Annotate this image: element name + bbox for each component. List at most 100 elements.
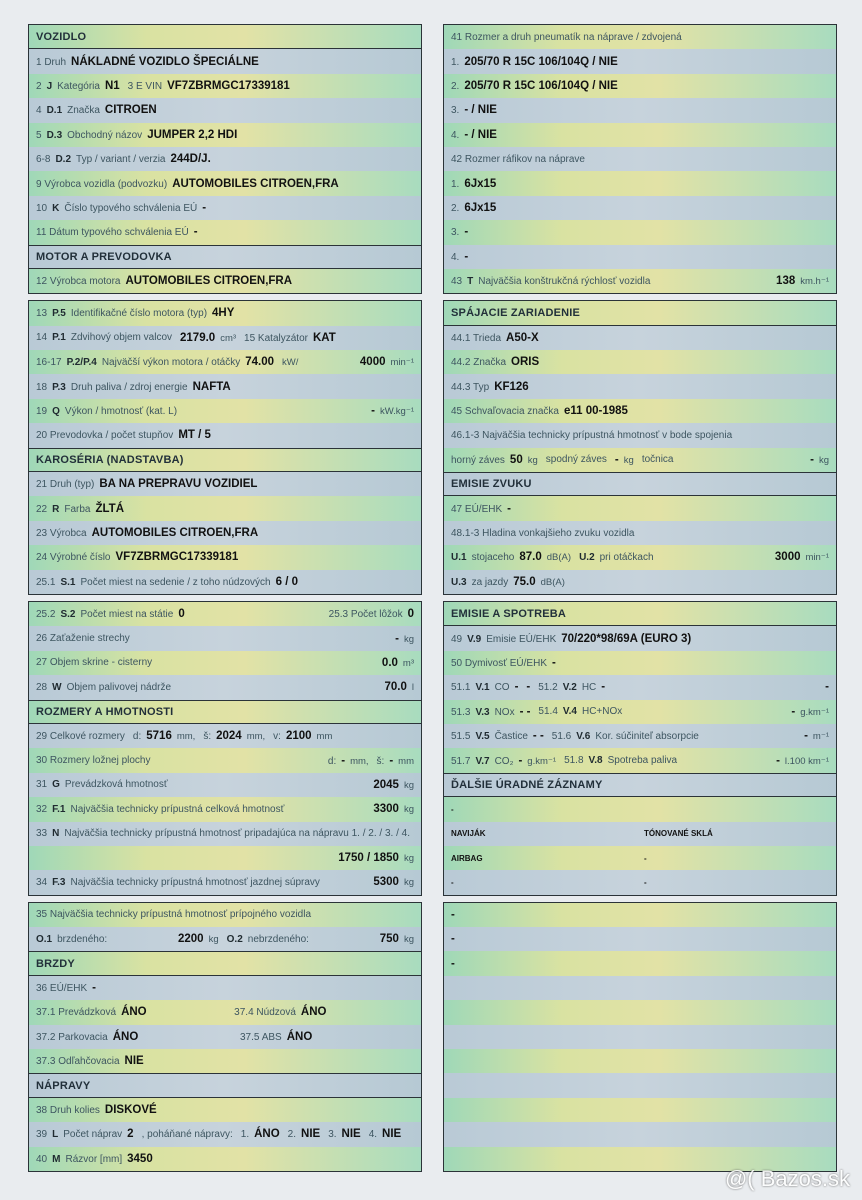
field-label: 37.1 Prevádzková — [36, 1007, 117, 1019]
form-row: 14 P.1 Zdvihový objem valcov 2179.0 cm³ 15 Ka… — [29, 325, 421, 351]
field-label: 4. — [451, 129, 460, 141]
form-row: 44.2 Značka ORIS — [444, 350, 836, 375]
field-code: W — [52, 681, 62, 693]
field-value: BA NA PREPRAVU VOZIDIEL — [99, 478, 258, 491]
field: U.3 za jazdy 75.0 dB(A) — [451, 576, 565, 588]
field: 37.2 Parkovacia ÁNO — [36, 1031, 138, 1043]
field: 2. 6Jx15 — [451, 202, 496, 214]
field-value: KAT — [312, 331, 336, 344]
field-unit: m⁻¹ — [812, 731, 829, 743]
field-value: NIE — [124, 1055, 144, 1068]
field-unit: kg — [403, 804, 414, 816]
field: 4. NIE — [369, 1128, 402, 1140]
field-value: - — [518, 754, 523, 767]
field-unit: mm — [316, 731, 333, 743]
field: š: 2024 mm, — [203, 730, 265, 742]
field-unit: dB(A) — [540, 576, 565, 588]
field: 28 W Objem palivovej nádrže — [36, 682, 171, 693]
field-label: 18 — [36, 381, 48, 393]
field-code: V.5 — [475, 731, 490, 743]
field-value: 4000 — [359, 356, 386, 369]
field-value: 2179.0 — [180, 331, 216, 344]
field-label: 41 Rozmer a druh pneumatík na nápravе / … — [451, 31, 682, 43]
field-value: - / NIE — [464, 128, 497, 141]
field-value: - — [776, 754, 780, 767]
form-row: 1750 / 1850 kg — [29, 845, 421, 871]
field-label: 19 — [36, 405, 48, 417]
field: 23 Výrobca AUTOMOBILES CITROEN,FRA — [36, 527, 258, 539]
form-row: - — [444, 927, 836, 952]
form-panel: 25.2 S.2 Počet miest na státie 0 25.3 Počet … — [28, 600, 422, 896]
field: 47 EÚ/EHK - — [451, 503, 511, 515]
field-value: AIRBAG — [451, 853, 483, 863]
field-label: Výkon / hmotnosť (kat. L) — [64, 405, 178, 417]
form-row: 45 Schvaľovacia značka e11 00-1985 — [444, 398, 836, 424]
form-row: 49 V.9 Emisie EÚ/EHK 70/220*98/69A (EURO 3) — [444, 626, 836, 651]
field: 3. NIE — [328, 1128, 361, 1140]
field-value: ÁNO — [112, 1030, 139, 1043]
field-code: Q — [52, 405, 60, 417]
form-row: 4. - / NIE — [444, 122, 836, 147]
field-label: Najväčšia technicky prípustná celková hm… — [70, 803, 285, 815]
field-label: 37.2 Parkovacia — [36, 1031, 108, 1043]
field: 34 F.3 Najväčšia technicky prípustná hmotn… — [36, 877, 320, 888]
field-code: D.2 — [55, 154, 72, 166]
field-value: - — [451, 877, 454, 887]
field-code: N — [52, 828, 60, 840]
field-label: 40 — [36, 1153, 48, 1165]
field-value: CITROEN — [104, 104, 157, 117]
field-value: A50-X — [506, 331, 539, 344]
field: 32 F.1 Najväčšia technicky prípustná celko… — [36, 804, 284, 815]
field: - l.100 km⁻¹ — [776, 755, 829, 767]
field-value: NIE — [341, 1128, 361, 1141]
field: 11 Dátum typového schválenia EÚ - — [36, 226, 198, 238]
form-row: 37.2 Parkovacia ÁNO 37.5 ABS ÁNO — [29, 1024, 421, 1050]
form-row: 18 P.3 Druh paliva / zdroj energie NAFTA — [29, 374, 421, 399]
field-label: horný záves — [451, 454, 505, 466]
form-row: 4 D.1 Značka CITROEN — [29, 98, 421, 123]
field: 44.2 Značka ORIS — [451, 356, 539, 368]
field-value: 75.0 — [513, 575, 536, 588]
field-unit: g.km⁻¹ — [527, 755, 557, 767]
field-value: e11 00-1985 — [563, 405, 628, 418]
field: 38 Druh kolies DISKOVÉ — [36, 1104, 157, 1116]
field-label: za jazdy — [471, 576, 509, 588]
form-row: 19 Q Výkon / hmotnosť (kat. L) - kW.kg⁻¹ — [29, 398, 421, 424]
form-panel: VOZIDLO 1 Druh NÁKLADNÉ VOZIDLO ŠPECIÁLNE 2… — [28, 24, 422, 295]
field-label: 51.1 — [451, 682, 471, 694]
section-heading: MOTOR A PREVODOVKA — [29, 244, 421, 269]
field-label: 50 Dymivosť EÚ/EHK — [451, 657, 547, 669]
form-row: 3. - — [444, 220, 836, 245]
field-label: Najväčšia technicky prípustná hmotnosť j… — [70, 876, 320, 888]
field-label: NOx — [494, 706, 515, 718]
field-code: G — [52, 779, 60, 791]
form-row: 41 Rozmer a druh pneumatík na nápravе / … — [444, 25, 836, 50]
field: 5300 kg — [373, 876, 414, 888]
field: 2. NIE — [288, 1128, 321, 1140]
field-label: 49 — [451, 633, 463, 645]
field-label: Farba — [64, 503, 91, 515]
field-value: VF7ZBRMGC17339181 — [167, 79, 290, 92]
field-unit: mm — [398, 755, 414, 767]
field: 37.4 Núdzová ÁNO — [234, 1006, 326, 1018]
field: - — [451, 909, 455, 921]
field-label: Najväčšia technicky prípustná hmotnosť p… — [64, 828, 410, 840]
field-label: 32 — [36, 803, 48, 815]
section-heading: VOZIDLO — [29, 25, 421, 50]
field-unit: min⁻¹ — [390, 357, 415, 369]
form-row: - — [444, 902, 836, 928]
field: 3300 kg — [373, 803, 414, 815]
field-code: D.1 — [46, 105, 63, 117]
field-label: 24 Výrobné číslo — [36, 552, 111, 564]
field-unit: kW.kg⁻¹ — [379, 406, 414, 418]
form-row: 1. 205/70 R 15C 106/104Q / NIE — [444, 49, 836, 74]
form-row: 35 Najväčšia technicky prípustná hmotnos… — [29, 902, 421, 928]
field: - — [451, 958, 455, 970]
field: 13 P.5 Identifikačné číslo motora (typ) 4HY — [36, 307, 234, 319]
field-value: - — [451, 908, 455, 921]
field-unit: kg — [403, 779, 414, 791]
field: 48.1-3 Hladina vonkajšieho zvuku vozidla — [451, 528, 634, 539]
field: 50 Dymivosť EÚ/EHK - — [451, 657, 556, 669]
field-label: 3 E VIN — [127, 80, 163, 92]
form-row — [444, 975, 836, 1001]
